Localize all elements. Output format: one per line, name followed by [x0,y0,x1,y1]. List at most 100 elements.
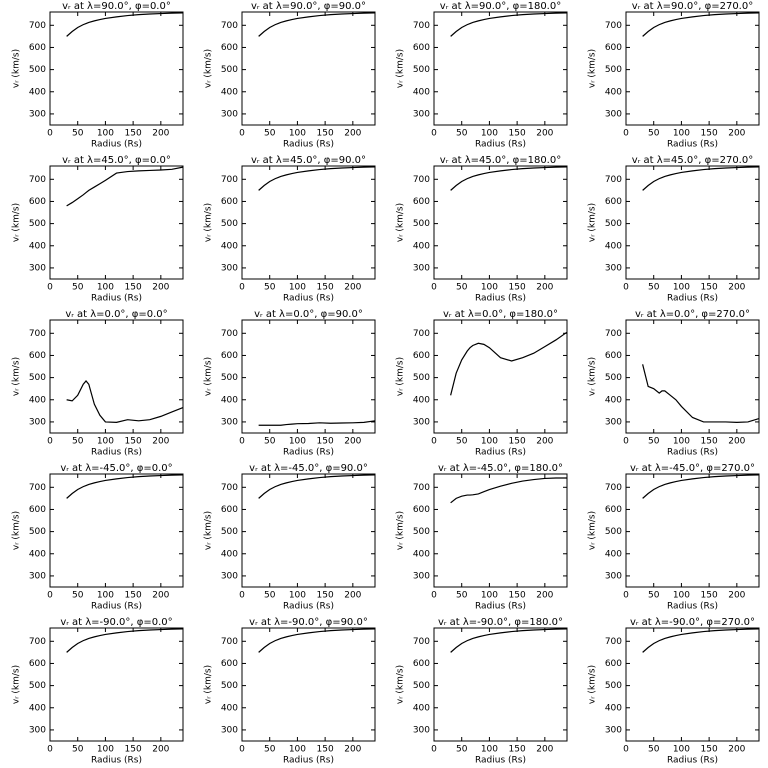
y-axis-label: vᵣ (km/s) [396,665,406,704]
x-tick-label: 100 [481,437,498,447]
x-tick-label: 100 [481,745,498,755]
x-tick-label: 150 [125,283,142,293]
y-tick-label: 300 [29,109,46,119]
y-tick-label: 300 [413,417,430,427]
x-axis-label: Radius (Rs) [91,294,142,304]
chart-title: vᵣ at λ=0.0°, φ=180.0° [443,309,558,320]
x-tick-label: 0 [47,591,53,601]
x-tick-label: 150 [317,745,334,755]
x-tick-label: 0 [431,129,437,139]
y-tick-label: 400 [605,703,622,713]
x-tick-label: 100 [97,129,114,139]
y-tick-label: 700 [29,637,46,647]
x-tick-label: 150 [509,591,526,601]
y-tick-label: 600 [29,197,46,207]
x-tick-label: 100 [673,437,690,447]
x-tick-label: 50 [648,437,660,447]
x-tick-label: 0 [239,591,245,601]
x-tick-label: 100 [97,437,114,447]
y-tick-label: 300 [413,571,430,581]
x-tick-label: 100 [289,591,306,601]
x-tick-label: 0 [239,129,245,139]
plot-frame [241,165,376,280]
y-axis-label: vᵣ (km/s) [12,357,22,396]
y-tick-label: 500 [29,373,46,383]
x-axis-label: Radius (Rs) [91,140,142,150]
data-line [258,628,376,653]
chart-title: vᵣ at λ=45.0°, φ=90.0° [251,155,366,166]
y-tick-label: 500 [413,373,430,383]
x-tick-label: 150 [509,283,526,293]
x-tick-label: 200 [344,591,361,601]
y-tick-label: 600 [221,505,238,515]
data-line [450,166,568,191]
y-tick-label: 600 [29,505,46,515]
x-tick-label: 150 [317,591,334,601]
x-tick-label: 100 [289,437,306,447]
x-axis-label: Radius (Rs) [667,756,718,766]
x-tick-label: 50 [456,129,468,139]
x-tick-label: 0 [623,283,629,293]
x-tick-label: 50 [264,129,276,139]
chart-title: vᵣ at λ=-45.0°, φ=90.0° [249,463,368,474]
x-tick-label: 50 [72,437,84,447]
y-tick-label: 300 [29,725,46,735]
y-tick-label: 700 [413,483,430,493]
plot-frame [49,319,184,434]
chart-title: vᵣ at λ=45.0°, φ=0.0° [62,155,171,166]
chart-title: vᵣ at λ=-90.0°, φ=270.0° [630,617,755,628]
x-tick-label: 200 [152,745,169,755]
x-tick-label: 100 [673,129,690,139]
x-tick-label: 0 [431,437,437,447]
x-tick-label: 150 [317,437,334,447]
plot-frame [625,627,760,742]
x-tick-label: 100 [289,283,306,293]
y-tick-label: 300 [605,263,622,273]
plot-frame [49,627,184,742]
y-tick-label: 500 [605,373,622,383]
x-tick-label: 200 [344,129,361,139]
y-tick-label: 600 [413,351,430,361]
plot-frame [241,319,376,434]
y-tick-label: 300 [413,263,430,273]
data-line [258,474,376,499]
x-tick-label: 0 [623,591,629,601]
y-tick-label: 300 [221,263,238,273]
y-axis-label: vᵣ (km/s) [12,49,22,88]
y-tick-label: 700 [605,329,622,339]
y-tick-label: 400 [413,87,430,97]
y-tick-label: 300 [413,725,430,735]
x-tick-label: 50 [648,591,660,601]
data-line [258,166,376,191]
x-tick-label: 0 [431,591,437,601]
y-axis-label: vᵣ (km/s) [204,511,214,550]
y-tick-label: 500 [221,527,238,537]
y-axis-label: vᵣ (km/s) [588,203,598,242]
y-tick-label: 600 [221,197,238,207]
x-axis-label: Radius (Rs) [475,602,526,612]
y-tick-label: 300 [29,571,46,581]
x-tick-label: 50 [264,283,276,293]
y-axis-label: vᵣ (km/s) [12,511,22,550]
x-tick-label: 0 [47,437,53,447]
x-tick-label: 200 [152,591,169,601]
x-axis-label: Radius (Rs) [283,756,334,766]
x-tick-label: 150 [701,745,718,755]
x-axis-label: Radius (Rs) [475,756,526,766]
y-tick-label: 300 [29,263,46,273]
data-line [642,166,760,191]
y-tick-label: 300 [605,109,622,119]
x-axis-label: Radius (Rs) [283,602,334,612]
data-line [66,12,184,37]
data-line [642,364,760,423]
y-tick-label: 700 [29,483,46,493]
y-tick-label: 400 [29,703,46,713]
y-tick-label: 700 [221,21,238,31]
x-axis-label: Radius (Rs) [283,140,334,150]
x-tick-label: 100 [481,591,498,601]
x-tick-label: 0 [47,129,53,139]
y-tick-label: 500 [221,373,238,383]
y-tick-label: 300 [221,571,238,581]
x-tick-label: 150 [701,591,718,601]
y-tick-label: 400 [605,241,622,251]
